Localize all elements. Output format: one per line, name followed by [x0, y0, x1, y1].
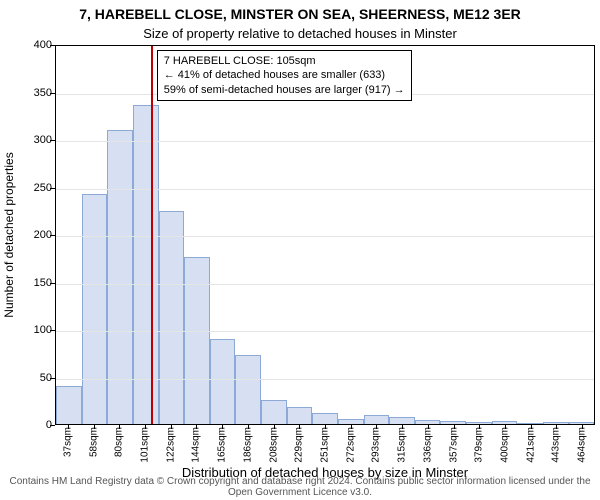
x-tick-label: 144sqm — [191, 427, 202, 463]
annotation-box: 7 HAREBELL CLOSE: 105sqm ← 41% of detach… — [157, 50, 412, 101]
x-tick-label: 443sqm — [551, 427, 562, 463]
bar — [235, 355, 261, 424]
bars-group — [56, 46, 594, 424]
x-tick-mark — [428, 424, 429, 429]
plot-area: 7 HAREBELL CLOSE: 105sqm ← 41% of detach… — [55, 45, 595, 425]
x-tick-label: 37sqm — [62, 427, 73, 457]
bar — [210, 339, 236, 424]
x-tick-mark — [119, 424, 120, 429]
x-tick-mark — [582, 424, 583, 429]
y-tick-mark — [50, 283, 55, 284]
y-tick-label: 100 — [12, 324, 52, 336]
x-tick-mark — [454, 424, 455, 429]
x-tick-mark — [556, 424, 557, 429]
x-tick-mark — [222, 424, 223, 429]
gridline — [56, 189, 594, 190]
x-tick-label: 165sqm — [217, 427, 228, 463]
chart-title-address: 7, HAREBELL CLOSE, MINSTER ON SEA, SHEER… — [0, 6, 600, 22]
y-tick-label: 350 — [12, 87, 52, 99]
bar — [133, 105, 159, 424]
y-tick-mark — [50, 93, 55, 94]
x-tick-mark — [68, 424, 69, 429]
x-tick-mark — [248, 424, 249, 429]
x-tick-label: 293sqm — [371, 427, 382, 463]
y-tick-label: 300 — [12, 134, 52, 146]
x-tick-label: 58sqm — [88, 427, 99, 457]
annotation-line-3: 59% of semi-detached houses are larger (… — [164, 83, 405, 97]
x-tick-label: 357sqm — [448, 427, 459, 463]
x-tick-label: 229sqm — [294, 427, 305, 463]
y-tick-mark — [50, 425, 55, 426]
chart-subtitle: Size of property relative to detached ho… — [0, 26, 600, 41]
chart-container: 7, HAREBELL CLOSE, MINSTER ON SEA, SHEER… — [0, 0, 600, 500]
x-tick-label: 101sqm — [140, 427, 151, 463]
x-tick-mark — [94, 424, 95, 429]
x-tick-mark — [299, 424, 300, 429]
bar — [261, 400, 287, 424]
x-tick-label: 336sqm — [422, 427, 433, 463]
x-tick-label: 186sqm — [242, 427, 253, 463]
bar — [287, 407, 313, 424]
y-tick-label: 400 — [12, 39, 52, 51]
gridline — [56, 331, 594, 332]
y-tick-mark — [50, 378, 55, 379]
y-tick-label: 250 — [12, 182, 52, 194]
x-tick-label: 315sqm — [397, 427, 408, 463]
marker-line — [151, 46, 153, 424]
gridline — [56, 379, 594, 380]
y-tick-mark — [50, 188, 55, 189]
bar — [56, 386, 82, 424]
x-tick-label: 464sqm — [577, 427, 588, 463]
x-tick-mark — [171, 424, 172, 429]
bar — [82, 194, 108, 424]
x-tick-mark — [325, 424, 326, 429]
bar — [312, 413, 338, 424]
x-tick-mark — [402, 424, 403, 429]
x-tick-label: 421sqm — [525, 427, 536, 463]
x-tick-label: 122sqm — [165, 427, 176, 463]
gridline — [56, 284, 594, 285]
gridline — [56, 236, 594, 237]
x-tick-mark — [145, 424, 146, 429]
credit-text: Contains HM Land Registry data © Crown c… — [0, 476, 600, 498]
bar — [184, 257, 210, 424]
y-tick-mark — [50, 330, 55, 331]
x-tick-mark — [505, 424, 506, 429]
y-tick-label: 150 — [12, 277, 52, 289]
x-tick-mark — [479, 424, 480, 429]
bar — [107, 130, 133, 424]
y-tick-mark — [50, 45, 55, 46]
x-tick-mark — [274, 424, 275, 429]
x-tick-label: 400sqm — [500, 427, 511, 463]
annotation-line-2: ← 41% of detached houses are smaller (63… — [164, 68, 405, 82]
y-tick-label: 50 — [12, 372, 52, 384]
gridline — [56, 141, 594, 142]
x-tick-label: 272sqm — [345, 427, 356, 463]
bar — [389, 417, 415, 424]
y-tick-label: 0 — [12, 419, 52, 431]
x-tick-mark — [351, 424, 352, 429]
x-tick-label: 379sqm — [474, 427, 485, 463]
y-tick-mark — [50, 140, 55, 141]
y-tick-label: 200 — [12, 229, 52, 241]
x-tick-mark — [531, 424, 532, 429]
x-tick-label: 251sqm — [320, 427, 331, 463]
x-tick-label: 208sqm — [268, 427, 279, 463]
bar — [159, 211, 185, 424]
y-tick-mark — [50, 235, 55, 236]
bar — [364, 415, 390, 424]
annotation-line-1: 7 HAREBELL CLOSE: 105sqm — [164, 54, 405, 68]
x-tick-label: 80sqm — [114, 427, 125, 457]
x-tick-mark — [196, 424, 197, 429]
x-tick-mark — [376, 424, 377, 429]
